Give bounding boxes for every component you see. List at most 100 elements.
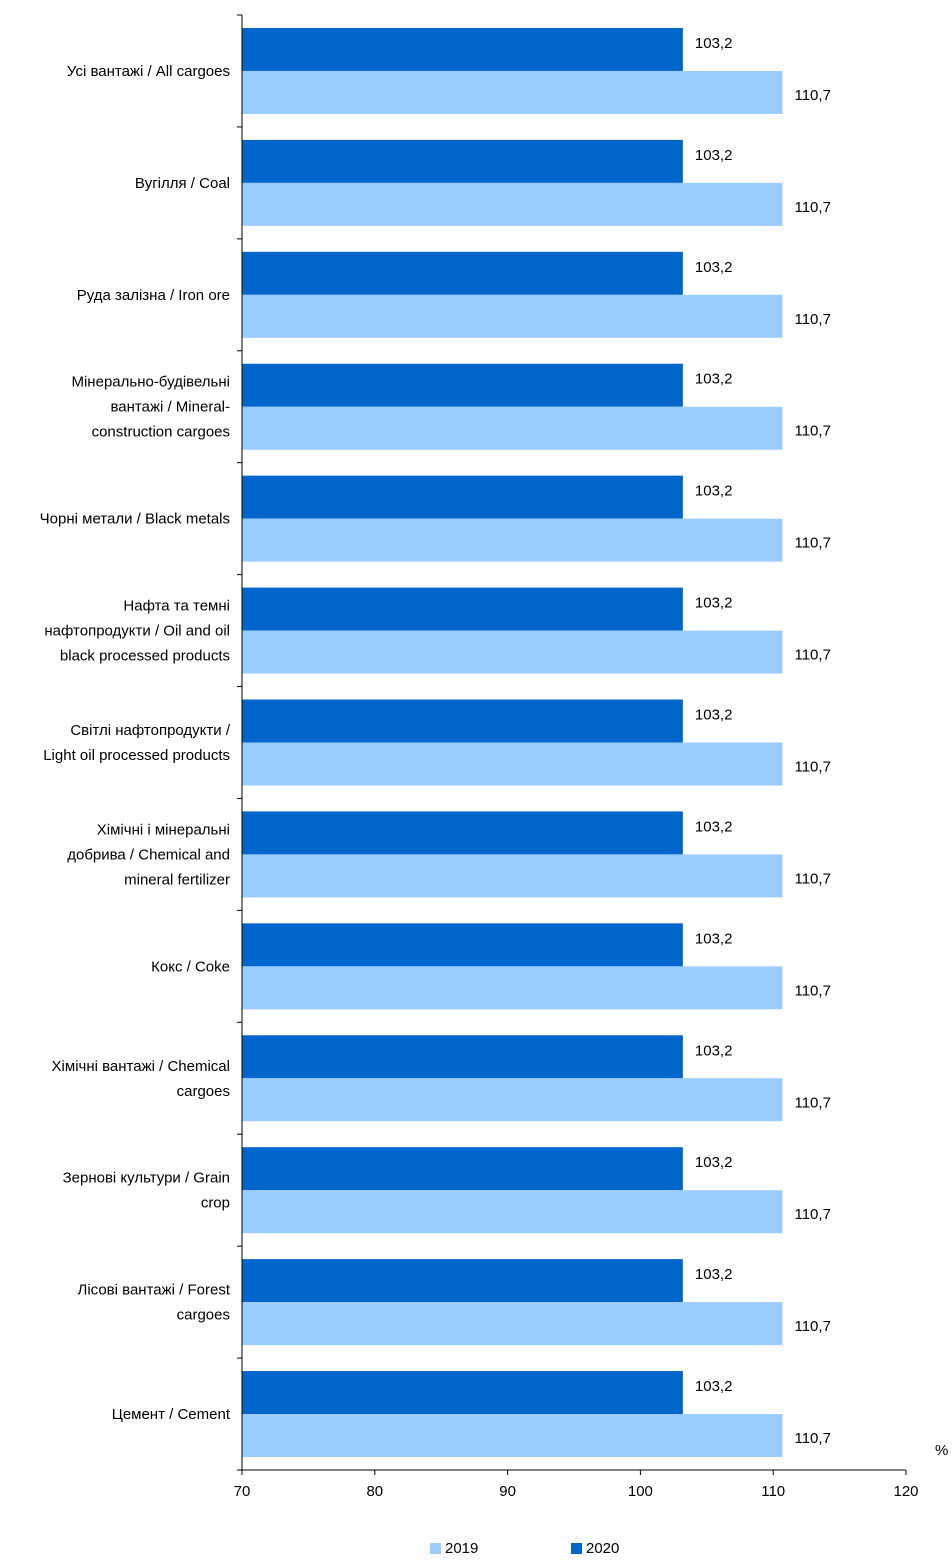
x-tick-label-80: 80 xyxy=(366,1483,383,1500)
bar-2019-12 xyxy=(242,1414,783,1458)
value-label-2019-11: 110,7 xyxy=(794,1318,830,1335)
category-label-1: Вугілля / Coal xyxy=(135,175,230,192)
value-label-2020-7: 103,2 xyxy=(695,818,733,835)
category-label-line: black processed products xyxy=(60,648,230,665)
bar-2020-9 xyxy=(242,1035,683,1079)
bar-2020-0 xyxy=(242,27,683,71)
legend-item-2020: 2020 xyxy=(571,1540,619,1557)
chart-legend: 2019 2020 xyxy=(0,1540,952,1562)
category-label-line: добрива / Chemical and xyxy=(67,846,230,863)
category-label-line: crop xyxy=(201,1195,230,1212)
category-label-4: Чорні метали / Black metals xyxy=(40,511,230,528)
value-label-2020-3: 103,2 xyxy=(695,371,733,388)
value-label-2020-8: 103,2 xyxy=(695,930,733,947)
category-label-line: нафтопродукти / Oil and oil xyxy=(44,623,230,640)
value-label-2019-1: 110,7 xyxy=(794,199,830,216)
unit-label: % xyxy=(935,1442,948,1459)
category-label-line: Вугілля / Coal xyxy=(135,175,230,192)
category-label-10: Зернові культури / Grain crop xyxy=(63,1170,230,1212)
x-tick-label-100: 100 xyxy=(628,1483,653,1500)
value-label-2019-3: 110,7 xyxy=(794,423,830,440)
category-label-line: Лісові вантажі / Forest xyxy=(77,1282,230,1299)
bar-2019-1 xyxy=(242,182,783,226)
legend-label-2019: 2019 xyxy=(445,1540,479,1557)
bar-2019-3 xyxy=(242,406,783,450)
category-label-7: Хімічні і мінеральні добрива / Chemical a… xyxy=(67,821,230,888)
category-label-line: Цемент / Cement xyxy=(112,1406,231,1423)
category-label-12: Цемент / Cement xyxy=(112,1406,231,1423)
value-label-2020-11: 103,2 xyxy=(695,1266,733,1283)
value-label-2020-6: 103,2 xyxy=(695,707,733,724)
value-label-2020-9: 103,2 xyxy=(695,1042,733,1059)
bar-2019-11 xyxy=(242,1302,783,1346)
category-label-line: Хімічні і мінеральні xyxy=(97,821,230,838)
value-label-2020-1: 103,2 xyxy=(695,147,733,164)
x-tick-label-90: 90 xyxy=(499,1483,516,1500)
value-label-2019-4: 110,7 xyxy=(794,535,830,552)
legend-swatch-2020 xyxy=(571,1543,582,1554)
value-labels-layer: 103,2 110,7 103,2 110,7 103,2 110,7 103,2 110,7… xyxy=(695,35,831,1447)
x-tick-label-110: 110 xyxy=(761,1483,785,1500)
category-label-9: Хімічні вантажі / Chemical cargoes xyxy=(52,1058,230,1100)
category-label-line: construction cargoes xyxy=(92,424,230,441)
value-label-2020-12: 103,2 xyxy=(695,1378,733,1395)
category-label-line: cargoes xyxy=(177,1307,230,1324)
category-label-line: Нафта та темні xyxy=(123,598,230,615)
category-label-line: Зернові культури / Grain xyxy=(63,1170,230,1187)
bar-2019-5 xyxy=(242,630,783,674)
category-label-2: Руда залізна / Iron ore xyxy=(77,287,230,304)
category-label-3: Мінерально-будівельні вантажі / Mineral-c… xyxy=(71,374,230,441)
category-label-line: вантажі / Mineral- xyxy=(110,399,230,416)
category-label-line: Кокс / Coke xyxy=(151,958,230,975)
category-label-11: Лісові вантажі / Forest cargoes xyxy=(77,1282,230,1324)
bar-2019-6 xyxy=(242,742,783,786)
value-label-2019-7: 110,7 xyxy=(794,870,830,887)
x-tick-label-120: 120 xyxy=(893,1483,918,1500)
bar-2019-7 xyxy=(242,854,783,898)
category-label-line: Світлі нафтопродукти / xyxy=(70,722,230,739)
category-label-line: Усі вантажі / All cargoes xyxy=(67,63,230,80)
legend-swatch-2019 xyxy=(430,1543,441,1554)
bar-2020-8 xyxy=(242,923,683,967)
bar-2020-1 xyxy=(242,139,683,183)
value-label-2020-0: 103,2 xyxy=(695,35,733,52)
bar-2020-5 xyxy=(242,587,683,631)
category-label-line: mineral fertilizer xyxy=(124,871,230,888)
category-label-line: Руда залізна / Iron ore xyxy=(77,287,230,304)
value-label-2020-2: 103,2 xyxy=(695,259,733,276)
bar-2020-2 xyxy=(242,251,683,295)
bar-2019-2 xyxy=(242,294,783,338)
category-label-8: Кокс / Coke xyxy=(151,958,230,975)
bar-2020-11 xyxy=(242,1259,683,1303)
value-label-2020-4: 103,2 xyxy=(695,483,733,500)
value-label-2020-10: 103,2 xyxy=(695,1154,733,1171)
category-label-line: Чорні метали / Black metals xyxy=(40,511,230,528)
bar-2020-12 xyxy=(242,1371,683,1415)
category-label-6: Світлі нафтопродукти / Light oil processe… xyxy=(43,722,231,764)
value-label-2019-9: 110,7 xyxy=(794,1094,830,1111)
category-label-line: Light oil processed products xyxy=(43,747,230,764)
bars-layer xyxy=(242,27,783,1458)
bar-2019-8 xyxy=(242,966,783,1010)
category-label-line: Хімічні вантажі / Chemical xyxy=(52,1058,230,1075)
bar-2019-4 xyxy=(242,518,783,562)
bar-2020-7 xyxy=(242,811,683,855)
value-label-2019-0: 110,7 xyxy=(794,87,830,104)
bar-2020-6 xyxy=(242,699,683,743)
category-label-5: Нафта та темні нафтопродукти / Oil and oi… xyxy=(44,598,230,665)
category-label-0: Усі вантажі / All cargoes xyxy=(67,63,230,80)
value-label-2019-10: 110,7 xyxy=(794,1206,830,1223)
bar-2020-4 xyxy=(242,475,683,519)
bar-2019-0 xyxy=(242,70,783,114)
bar-2020-3 xyxy=(242,363,683,407)
axes-layer: 70 80 90 100 110 120 xyxy=(234,14,919,1500)
legend-item-2019: 2019 xyxy=(430,1540,478,1557)
bar-2019-9 xyxy=(242,1078,783,1122)
value-label-2019-6: 110,7 xyxy=(794,759,830,776)
bar-2019-10 xyxy=(242,1190,783,1234)
category-label-line: cargoes xyxy=(177,1083,230,1100)
category-label-line: Мінерально-будівельні xyxy=(71,374,230,391)
value-label-2019-5: 110,7 xyxy=(794,647,830,664)
value-label-2019-2: 110,7 xyxy=(794,311,830,328)
